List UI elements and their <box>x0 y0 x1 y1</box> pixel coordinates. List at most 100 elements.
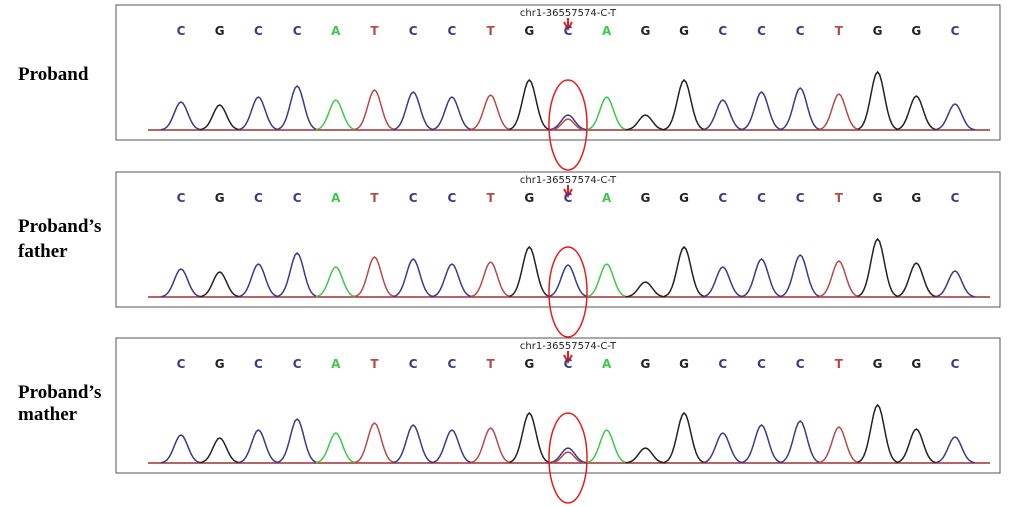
peak <box>509 78 550 131</box>
base-call: A <box>602 191 612 205</box>
base-call: C <box>796 357 805 371</box>
base-call: C <box>409 191 418 205</box>
peak <box>276 417 318 464</box>
base-call: A <box>331 191 341 205</box>
peak <box>857 70 898 130</box>
base-call: C <box>796 191 805 205</box>
base-call: C <box>293 357 302 371</box>
base-call: C <box>409 24 418 38</box>
peak <box>934 103 976 131</box>
base-call: G <box>524 357 534 371</box>
base-call: C <box>254 357 263 371</box>
base-call: C <box>718 24 727 38</box>
panel-frame <box>115 4 1001 141</box>
peak <box>586 429 627 464</box>
base-call: C <box>177 24 186 38</box>
peak <box>354 256 395 298</box>
peak <box>160 101 202 131</box>
base-call: G <box>873 191 883 205</box>
peak <box>199 104 240 131</box>
peak <box>663 411 705 464</box>
peak <box>741 91 782 131</box>
peak <box>315 432 356 464</box>
base-call: G <box>524 191 534 205</box>
base-call: G <box>873 24 883 38</box>
peak <box>663 245 705 298</box>
base-call: C <box>177 357 186 371</box>
base-call: C <box>796 24 805 38</box>
peak <box>431 429 473 464</box>
peak <box>315 99 356 131</box>
panel-label: Proband’s <box>18 216 101 237</box>
peak <box>160 268 202 298</box>
base-call: C <box>718 191 727 205</box>
peak <box>238 263 279 298</box>
base-call: G <box>524 24 534 38</box>
base-call: C <box>564 24 573 38</box>
base-call: G <box>911 191 921 205</box>
highlight-ellipse <box>548 246 588 338</box>
base-call: C <box>951 357 960 371</box>
base-call: A <box>602 357 612 371</box>
base-call: C <box>447 24 456 38</box>
variant-label: chr1-36557574-C-T <box>520 175 617 186</box>
peak <box>160 434 202 464</box>
base-call: G <box>640 191 650 205</box>
peak <box>896 428 937 464</box>
base-call: C <box>757 191 766 205</box>
base-call: T <box>370 357 379 371</box>
peak <box>392 258 434 298</box>
peak <box>199 437 240 464</box>
peak <box>276 84 318 131</box>
base-call: C <box>293 191 302 205</box>
peak <box>934 436 976 464</box>
peak <box>625 447 666 464</box>
base-call: T <box>487 24 496 38</box>
peak <box>199 271 240 298</box>
peak <box>663 78 705 131</box>
peak <box>586 96 627 131</box>
peak <box>547 114 589 131</box>
base-call: T <box>370 24 379 38</box>
base-call: C <box>409 357 418 371</box>
peak <box>315 266 356 298</box>
peak <box>431 263 473 298</box>
peak <box>702 432 743 464</box>
base-call: A <box>602 24 612 38</box>
peak <box>857 237 898 297</box>
peak <box>547 264 589 298</box>
base-call: C <box>718 357 727 371</box>
peak <box>779 419 821 464</box>
peak <box>470 261 511 298</box>
arrow <box>563 185 573 199</box>
base-call: T <box>835 24 844 38</box>
panel-frame <box>115 171 1001 308</box>
peak <box>625 114 666 131</box>
peak <box>354 89 395 131</box>
arrow <box>563 18 573 32</box>
base-call: T <box>487 357 496 371</box>
base-call: G <box>215 191 225 205</box>
peak <box>238 96 279 131</box>
peak <box>625 281 666 298</box>
peak <box>392 424 434 464</box>
base-call: G <box>873 357 883 371</box>
peak <box>779 253 821 298</box>
base-call: C <box>177 191 186 205</box>
peak-minor <box>551 118 585 131</box>
peak <box>509 245 550 298</box>
peak <box>857 403 898 463</box>
peak <box>896 262 937 298</box>
base-call: G <box>679 24 689 38</box>
peak <box>896 95 937 131</box>
peak <box>702 266 743 298</box>
panel-label: Proband <box>18 64 89 85</box>
peak <box>509 411 550 464</box>
base-call: G <box>911 357 921 371</box>
peak <box>354 422 395 464</box>
base-call: T <box>370 191 379 205</box>
base-call: T <box>835 191 844 205</box>
panel-label: Proband’s <box>18 382 101 403</box>
peak <box>741 258 782 298</box>
